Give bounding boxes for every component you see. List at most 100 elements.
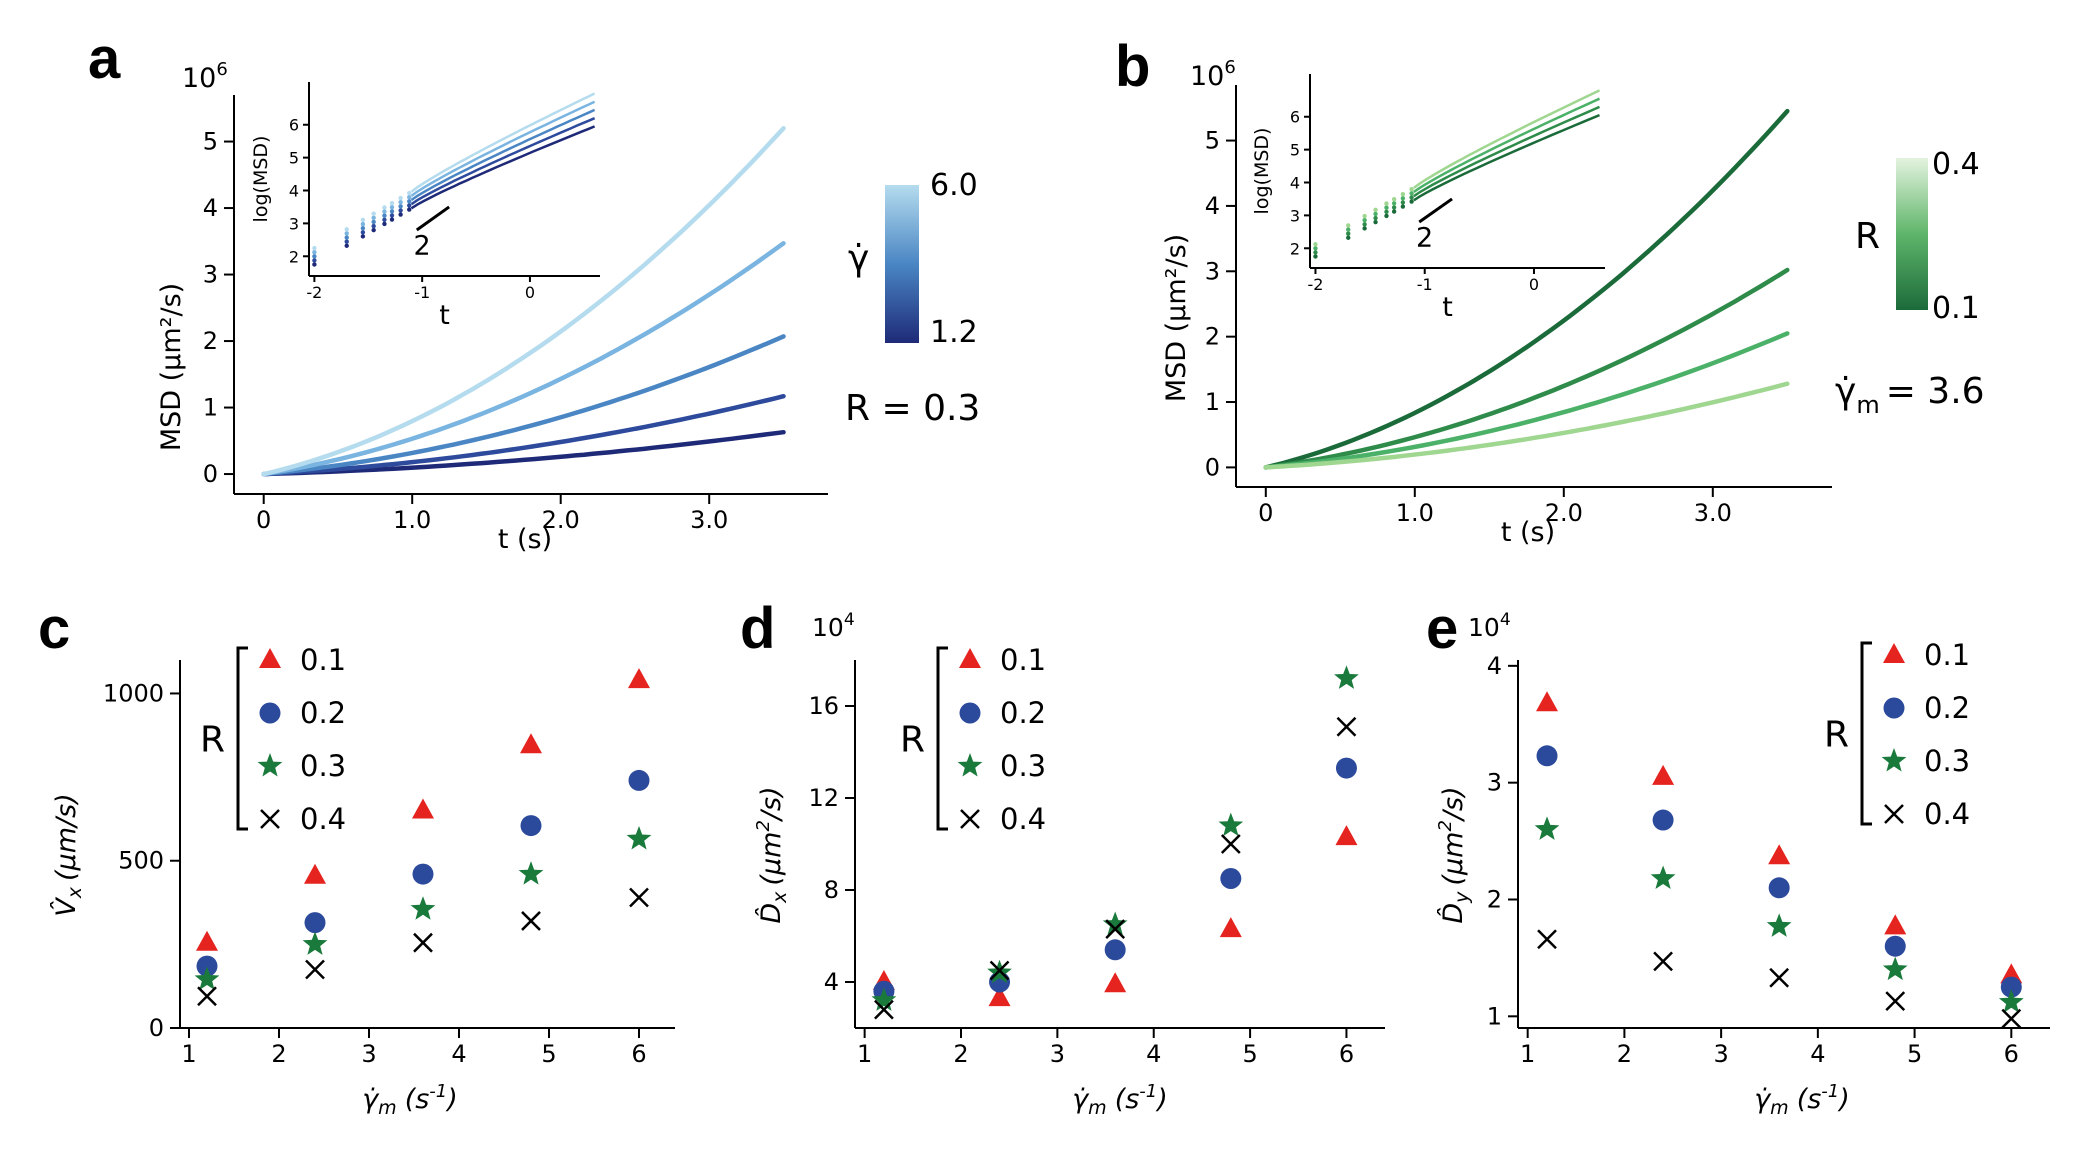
panel-a-inset-point <box>382 205 387 210</box>
panel-c-x-label: γ̇m (s-1) <box>362 1081 458 1119</box>
panel-a-inset-line <box>410 92 596 193</box>
panel-c-x-tick-label: 5 <box>541 1040 556 1068</box>
panel-c-point-star <box>410 896 436 920</box>
panel-e-legend-marker-cross <box>1884 804 1904 824</box>
panel-d-x-tick-label: 4 <box>1146 1040 1161 1068</box>
panel-b-y-tick-label: 3 <box>1205 257 1220 285</box>
panel-a-inset-point <box>398 204 403 209</box>
panel-a-inset-line <box>410 117 596 206</box>
panel-e: e 104 1 2 3 4 5 6 1 2 3 4 D̂y(μm2/s) γ̇m (s-1) R 0.… <box>1426 596 2050 1119</box>
panel-d-point-star <box>1334 665 1359 689</box>
panel-c-y-tick-label: 500 <box>118 847 164 875</box>
panel-d-x-tick-label: 5 <box>1242 1040 1257 1068</box>
panel-e-x-label: γ̇m (s-1) <box>1754 1081 1850 1119</box>
panel-a-y-label: MSD (μm²/s) <box>156 283 187 451</box>
panel-c-legend-label: 0.3 <box>300 749 346 783</box>
panel-c-y-label: V̂x(μm/s) <box>50 793 86 916</box>
panel-e-point-cross <box>1653 951 1673 972</box>
panel-b-inset-line <box>1413 89 1601 189</box>
panel-a-series-line-4 <box>261 126 786 477</box>
panel-b-axes: 0 1.0 2.0 3.0 0 1 2 3 4 5 <box>1205 85 1832 527</box>
panel-a-colorbar-symbol: γ̇ <box>848 238 869 279</box>
panel-d-point-triangle <box>1335 825 1358 846</box>
panel-b-inset-y-tick-label: 3 <box>1290 206 1300 225</box>
panel-d-point-cross <box>874 999 894 1020</box>
panel-c-legend-label: 0.4 <box>300 802 346 836</box>
panel-a-inset-point <box>344 231 349 236</box>
panel-e-legend-label: 0.3 <box>1924 744 1970 778</box>
panel-d-x-label: γ̇m (s-1) <box>1072 1081 1168 1119</box>
panel-e-legend-label: 0.1 <box>1924 638 1970 672</box>
panel-d-y-label: D̂x(μm2/s) <box>753 786 791 923</box>
panel-c-legend: R 0.1 0.2 0.3 0.4 <box>200 643 346 836</box>
panel-d-point-triangle <box>1219 917 1242 938</box>
panel-e-x-tick-label: 2 <box>1617 1040 1632 1068</box>
panel-a-inset-point <box>360 221 366 227</box>
panel-b-inset-point <box>1384 201 1389 206</box>
panel-c-point-star <box>302 931 328 955</box>
panel-a-inset-point <box>360 217 366 223</box>
panel-e-x-tick-label: 5 <box>1907 1040 1922 1068</box>
panel-b-x-label: t (s) <box>1501 517 1555 548</box>
panel-a-inset-y-tick-label: 5 <box>289 149 299 168</box>
panel-a-x-tick-label: 1.0 <box>393 506 431 534</box>
panel-d-x-tick-label: 3 <box>1050 1040 1065 1068</box>
panel-e-y-multiplier: 104 <box>1468 610 1511 642</box>
panel-e-point-triangle <box>1884 914 1907 935</box>
panel-a-inset-point <box>389 209 395 214</box>
panel-a-inset-point <box>407 194 412 200</box>
panel-a-inset-point <box>360 225 366 231</box>
panel-d-point-cross <box>1105 919 1126 939</box>
panel-b-y-label: MSD (μm²/s) <box>1161 234 1192 402</box>
panel-b-inset-y-label: log(MSD) <box>1251 128 1273 215</box>
panel-c-legend-label: 0.1 <box>300 643 346 677</box>
panel-c-point-circle <box>628 769 650 791</box>
panel-b-inset-point <box>1313 241 1318 247</box>
panel-b-colorbar-min: 0.1 <box>1932 291 1980 326</box>
panel-a-y-tick-label: 2 <box>203 327 218 355</box>
panel-a-x-tick-label: 2.0 <box>542 506 580 534</box>
panel-e-y-tick-label: 2 <box>1487 885 1502 913</box>
panel-b-inset-point <box>1346 235 1351 240</box>
panel-b-inset-point <box>1384 209 1389 214</box>
panel-e-point-cross <box>2001 1008 2022 1029</box>
panel-a-y-tick-label: 1 <box>203 394 218 422</box>
panel-b-inset-point <box>1409 199 1414 204</box>
panel-b-inset-point <box>1400 196 1406 201</box>
panel-e-legend: R 0.1 0.2 0.3 0.4 <box>1824 638 1970 831</box>
panel-b-inset-point <box>1409 195 1414 200</box>
panel-b-inset-point <box>1409 186 1414 192</box>
panel-c-point-triangle <box>628 668 650 689</box>
panel-d-legend-label: 0.2 <box>1000 696 1046 730</box>
panel-e-y-tick-label: 3 <box>1487 769 1502 797</box>
panel-b-inset-y-tick-label: 4 <box>1290 174 1300 193</box>
panel-c-legend-bracket <box>236 646 248 831</box>
panel-d-point-circle <box>1104 939 1126 961</box>
panel-a-annotation: R = 0.3 <box>845 388 980 429</box>
panel-a-inset-y-tick-label: 6 <box>289 116 299 135</box>
panel-b-inset-y-tick-label: 6 <box>1290 108 1300 127</box>
panel-b-inset-point <box>1391 201 1397 206</box>
panel-a-inset: -2 -1 0 2 3 4 5 6 log(MSD) t 2 <box>250 82 600 331</box>
panel-b-inset-point <box>1346 223 1351 228</box>
panel-d-legend-title: R <box>900 720 925 761</box>
panel-b-x-tick-label: 3.0 <box>1694 499 1732 527</box>
panel-e-legend-title: R <box>1824 715 1849 756</box>
panel-a-series-line-0 <box>261 429 786 477</box>
panel-d-y-tick-label: 8 <box>824 876 839 904</box>
panel-a-inset-point <box>407 199 412 204</box>
panel-d-legend-label: 0.4 <box>1000 802 1046 836</box>
panel-c-legend-title: R <box>200 720 225 761</box>
panel-b-inset-point <box>1373 215 1378 221</box>
panel-c-point-triangle <box>412 798 434 819</box>
panel-e-legend-label: 0.2 <box>1924 691 1970 725</box>
panel-d-legend-marker-triangle <box>959 648 981 668</box>
panel-a-inset-point <box>344 235 349 240</box>
panel-c-x-tick-label: 6 <box>631 1040 646 1068</box>
panel-e-label: e <box>1426 596 1458 661</box>
panel-a-inset-point <box>382 217 387 222</box>
panel-a: a 106 0 1.0 2.0 3.0 0 1 2 3 4 5 MSD (μm²/s) t (s)… <box>88 26 980 555</box>
panel-b-inset-y-tick-label: 5 <box>1290 141 1300 160</box>
panel-a-inset-line <box>410 108 596 202</box>
